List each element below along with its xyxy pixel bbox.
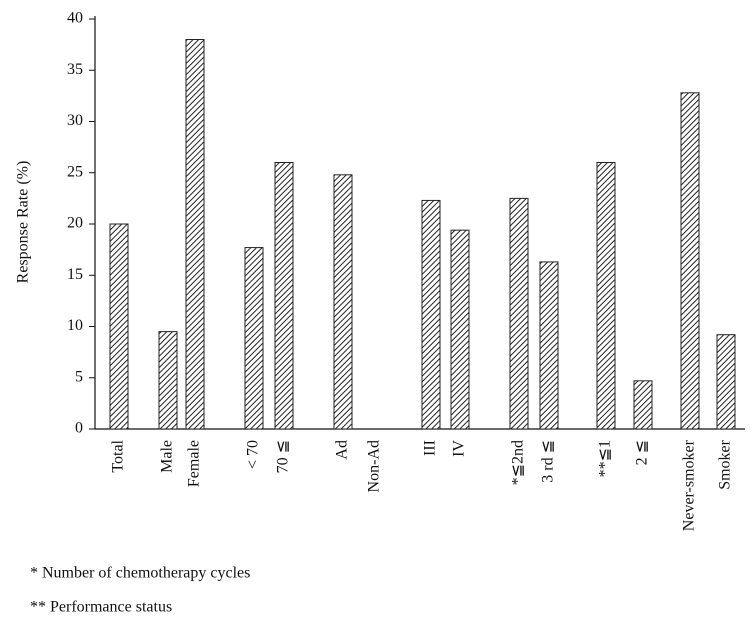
x-tick-label: < 70 [245, 440, 262, 469]
y-axis-label: Response Rate (%) [15, 161, 32, 284]
bar [680, 92, 700, 430]
x-tick-label: *≦2nd [510, 440, 527, 485]
y-tick-label: 20 [67, 215, 83, 232]
y-tick-label: 35 [67, 61, 83, 78]
bar [633, 380, 653, 430]
x-tick-label: 3 rd ≦ [540, 440, 557, 483]
bar [421, 199, 441, 430]
y-tick-label: 25 [67, 163, 83, 180]
x-tick-label: Female [186, 440, 203, 487]
footnote: ** Performance status [30, 599, 172, 616]
y-tick-label: 40 [67, 10, 83, 27]
y-tick-label: 10 [67, 317, 83, 334]
bar [109, 223, 129, 430]
bar [185, 39, 205, 430]
x-tick-label: Male [159, 440, 176, 473]
y-tick-label: 15 [67, 266, 83, 283]
bar [509, 197, 529, 430]
footnote: * Number of chemotherapy cycles [30, 565, 250, 582]
y-tick-label: 30 [67, 112, 83, 129]
x-tick-label: 2 ≦ [634, 440, 651, 465]
x-tick-label: Never-smoker [681, 439, 698, 531]
x-tick-label: **≦1 [597, 440, 614, 477]
x-tick-label: 70 ≦ [275, 440, 292, 473]
bar [274, 162, 294, 430]
x-tick-label: Non-Ad [366, 440, 383, 492]
bar [450, 229, 470, 430]
y-tick-label: 0 [75, 420, 83, 437]
bar [596, 162, 616, 430]
bar [333, 174, 353, 430]
x-tick-label: III [422, 440, 439, 456]
x-tick-label: Smoker [717, 439, 734, 489]
y-tick-label: 5 [75, 368, 83, 385]
x-tick-label: Ad [334, 440, 351, 460]
bar [539, 261, 559, 430]
bar [244, 247, 264, 430]
x-tick-label: Total [110, 439, 127, 472]
bar [716, 334, 736, 430]
bar [158, 331, 178, 430]
x-tick-label: IV [451, 440, 468, 457]
